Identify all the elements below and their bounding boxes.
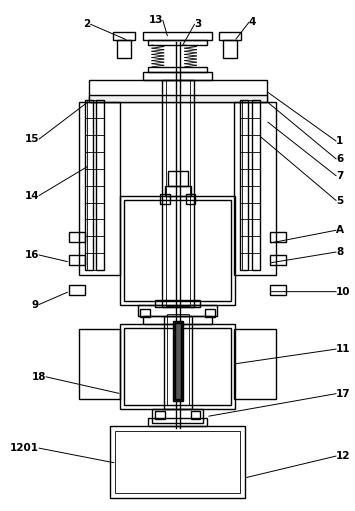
Bar	[166, 80, 190, 306]
Text: A: A	[336, 225, 344, 235]
Bar	[165, 185, 191, 196]
Text: 5: 5	[336, 196, 343, 205]
Text: 1201: 1201	[10, 443, 39, 453]
Bar	[148, 419, 207, 426]
Bar	[155, 299, 201, 308]
Bar	[124, 328, 231, 405]
Bar	[167, 314, 189, 405]
Bar	[155, 411, 165, 420]
Bar	[240, 100, 248, 270]
Bar	[168, 171, 187, 185]
Text: 3: 3	[195, 19, 202, 29]
Text: 7: 7	[336, 171, 344, 181]
Text: 13: 13	[148, 15, 163, 25]
Bar	[88, 80, 267, 102]
Text: 9: 9	[32, 299, 39, 310]
Bar	[138, 305, 217, 316]
Bar	[160, 194, 170, 203]
Bar	[110, 426, 245, 498]
Bar	[120, 196, 235, 305]
Bar	[148, 40, 207, 45]
Text: 1: 1	[336, 136, 343, 146]
Bar	[148, 67, 207, 72]
Bar	[186, 194, 196, 203]
Bar	[252, 100, 260, 270]
Bar	[97, 100, 104, 270]
Bar	[115, 431, 240, 493]
Bar	[87, 100, 97, 270]
Bar	[69, 285, 84, 295]
Bar	[234, 102, 276, 275]
Text: 4: 4	[249, 17, 256, 27]
Bar	[223, 40, 237, 58]
Bar	[143, 72, 212, 80]
Bar	[140, 310, 150, 317]
Bar	[88, 95, 267, 102]
Bar	[219, 32, 241, 40]
Text: 11: 11	[336, 344, 351, 354]
Bar	[270, 255, 286, 265]
Bar	[84, 100, 93, 270]
Text: 10: 10	[336, 287, 351, 297]
Bar	[79, 102, 120, 275]
Text: 12: 12	[336, 451, 351, 461]
Text: 17: 17	[336, 389, 351, 399]
Bar	[242, 100, 252, 270]
Text: 18: 18	[32, 372, 46, 382]
Bar	[191, 411, 201, 420]
Bar	[143, 316, 212, 324]
Bar	[162, 80, 193, 308]
Bar	[117, 40, 131, 58]
Bar	[69, 255, 84, 265]
Bar	[270, 285, 286, 295]
Text: 6: 6	[336, 154, 343, 164]
Bar	[175, 323, 181, 399]
Text: 2: 2	[83, 19, 91, 29]
Text: 8: 8	[336, 247, 343, 257]
Text: 14: 14	[24, 191, 39, 201]
Bar	[173, 321, 182, 401]
Bar	[120, 324, 235, 408]
Bar	[79, 329, 120, 399]
Bar	[143, 32, 212, 40]
Bar	[113, 32, 135, 40]
Bar	[270, 232, 286, 242]
Text: 15: 15	[24, 134, 39, 144]
Text: 16: 16	[24, 250, 39, 260]
Bar	[124, 199, 231, 300]
Bar	[152, 408, 203, 424]
Bar	[206, 310, 215, 317]
Bar	[164, 316, 192, 408]
Bar	[69, 232, 84, 242]
Bar	[234, 329, 276, 399]
